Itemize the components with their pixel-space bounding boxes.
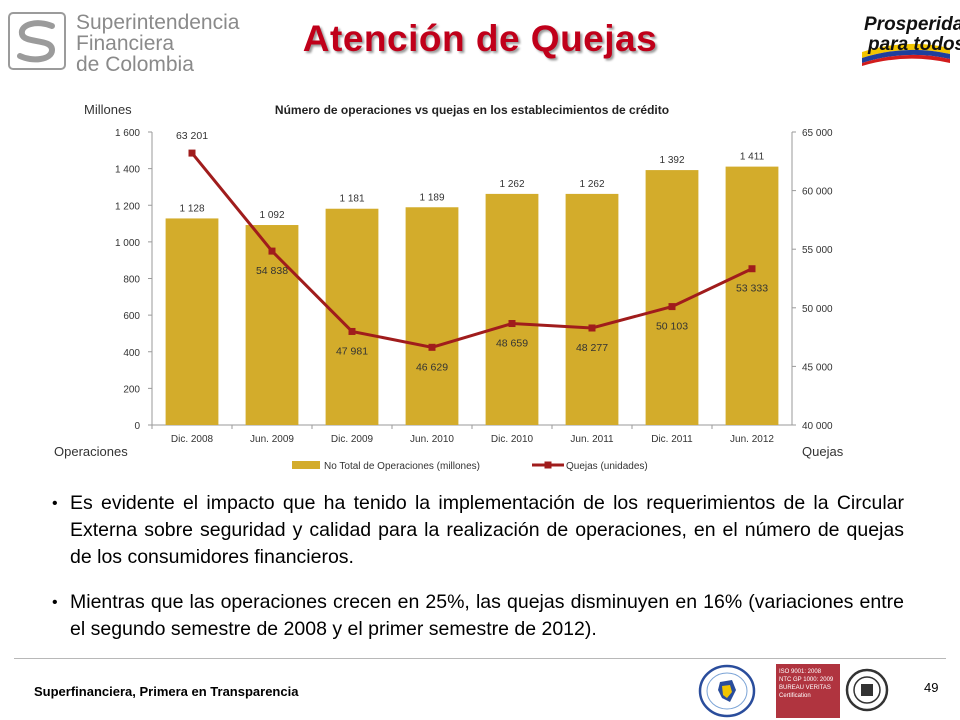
bar — [725, 166, 779, 425]
footer-divider — [14, 658, 946, 659]
bar — [485, 193, 539, 425]
right-axis-tick-label: 60 000 — [802, 187, 833, 198]
cert-line: NTC GP 1000: 2009 — [779, 677, 834, 683]
x-axis-tick-label: Jun. 2010 — [410, 434, 454, 445]
quejas-point — [268, 247, 276, 255]
x-axis-tick-label: Dic. 2009 — [331, 434, 374, 445]
bar-data-label: 1 262 — [579, 179, 604, 190]
left-axis-tick-label: 400 — [123, 348, 140, 359]
quejas-point — [348, 327, 356, 335]
bullet-dot-icon: • — [52, 594, 58, 611]
x-axis-tick-label: Jun. 2012 — [730, 434, 774, 445]
bar-data-label: 1 128 — [179, 203, 204, 214]
left-axis-tick-label: 200 — [123, 384, 140, 395]
bullet-text: Es evidente el impacto que ha tenido la … — [70, 492, 904, 568]
prosperidad-line-2: para todos — [868, 34, 960, 55]
right-axis-tick-label: 50 000 — [802, 304, 833, 315]
left-caption: Operaciones — [54, 444, 128, 459]
legend-swatch-marker — [544, 461, 552, 469]
colombia-quality-seal-icon — [698, 664, 756, 718]
chart-area: Número de operaciones vs quejas en los e… — [0, 90, 960, 480]
quejas-point — [748, 265, 756, 273]
bar-data-label: 1 262 — [499, 179, 524, 190]
bullet-item: • Es evidente el impacto que ha tenido l… — [52, 490, 904, 571]
superfinanciera-mark-icon — [8, 12, 66, 70]
bar-data-label: 1 411 — [740, 152, 765, 163]
left-axis-tick-label: 0 — [134, 421, 140, 432]
bar — [405, 207, 459, 425]
logo-line-1: Superintendencia — [76, 11, 240, 34]
bar-data-label: 1 189 — [419, 192, 444, 203]
right-axis-tick-label: 55 000 — [802, 245, 833, 256]
footer-tagline: Superfinanciera, Primera en Transparenci… — [34, 684, 299, 699]
left-axis-tick-label: 1 600 — [115, 128, 140, 139]
left-axis-tick-label: 1 200 — [115, 201, 140, 212]
iso-certificate-badge: ISO 9001: 2008 NTC GP 1000: 2009 BUREAU … — [776, 664, 840, 718]
right-axis-tick-label: 45 000 — [802, 362, 833, 373]
bureau-veritas-seal-icon — [845, 668, 889, 712]
legend-swatch-bars — [292, 461, 320, 469]
bar — [245, 225, 299, 425]
left-axis-tick-label: 600 — [123, 311, 140, 322]
quejas-data-label: 48 277 — [576, 342, 608, 354]
page-number: 49 — [924, 680, 939, 695]
quejas-line — [190, 152, 753, 349]
bar-data-label: 1 392 — [659, 155, 684, 166]
left-axis-tick-label: 1 400 — [115, 165, 140, 176]
bar — [565, 193, 619, 425]
right-axis-tick-label: 40 000 — [802, 421, 833, 432]
logo-line-3: de Colombia — [76, 53, 194, 76]
quejas-point — [188, 149, 196, 157]
quejas-data-label: 63 201 — [176, 130, 208, 142]
bullet-list: • Es evidente el impacto que ha tenido l… — [52, 490, 904, 661]
left-axis-tick-label: 1 000 — [115, 238, 140, 249]
combo-chart: Número de operaciones vs quejas en los e… — [54, 102, 844, 472]
cert-line: BUREAU VERITAS — [779, 685, 831, 691]
bar — [325, 208, 379, 425]
superfinanciera-logo: Superintendencia Financiera de Colombia — [8, 10, 239, 75]
quejas-data-label: 53 333 — [736, 283, 768, 295]
bar — [165, 218, 219, 425]
x-axis-tick-label: Jun. 2009 — [250, 434, 294, 445]
flag-swoosh-icon — [862, 43, 950, 66]
legend-label-line: Quejas (unidades) — [566, 461, 648, 472]
right-caption: Quejas — [802, 444, 844, 459]
right-axis-tick-label: 65 000 — [802, 128, 833, 139]
quejas-data-label: 47 981 — [336, 345, 368, 357]
chart-title: Número de operaciones vs quejas en los e… — [275, 103, 669, 117]
bar-data-label: 1 181 — [339, 194, 364, 205]
quejas-point — [508, 320, 516, 328]
left-axis-unit-label: Millones — [84, 102, 132, 117]
bullet-text: Mientras que las operaciones crecen en 2… — [70, 591, 904, 640]
x-axis-tick-label: Dic. 2011 — [651, 434, 693, 445]
x-axis-tick-label: Dic. 2010 — [491, 434, 534, 445]
quejas-data-label: 46 629 — [416, 361, 448, 373]
quejas-point — [588, 324, 596, 332]
x-axis-tick-label: Dic. 2008 — [171, 434, 214, 445]
prosperidad-logo: Prosperidad para todos — [858, 8, 960, 66]
legend-label-bars: No Total de Operaciones (millones) — [324, 461, 480, 472]
bar-data-label: 1 092 — [259, 210, 284, 221]
quejas-point — [668, 303, 676, 311]
quejas-data-label: 50 103 — [656, 321, 688, 333]
left-axis-tick-label: 800 — [123, 275, 140, 286]
prosperidad-line-1: Prosperidad — [864, 14, 960, 35]
bullet-dot-icon: • — [52, 495, 58, 512]
x-axis-tick-label: Jun. 2011 — [570, 434, 614, 445]
quejas-data-label: 54 838 — [256, 265, 288, 277]
bullet-item: • Mientras que las operaciones crecen en… — [52, 589, 904, 643]
cert-line: Certification — [779, 693, 811, 699]
quejas-data-label: 48 659 — [496, 338, 528, 350]
quejas-point — [428, 343, 436, 351]
page-title: Atención de Quejas — [302, 18, 658, 59]
logo-line-2: Financiera — [76, 32, 175, 55]
cert-line: ISO 9001: 2008 — [779, 669, 822, 675]
